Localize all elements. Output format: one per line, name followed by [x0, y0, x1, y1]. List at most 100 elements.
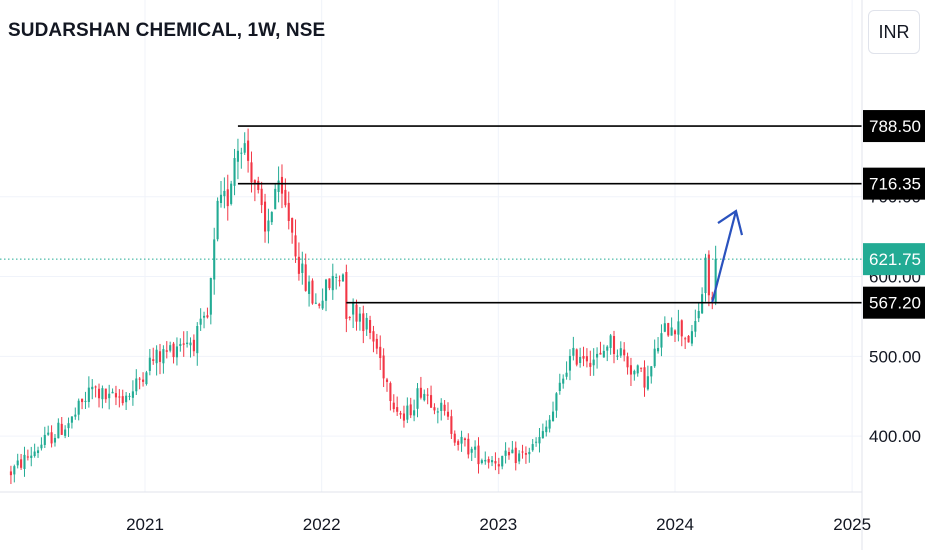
candle-body[interactable]	[457, 441, 460, 445]
candle-body[interactable]	[602, 350, 605, 358]
candle-body[interactable]	[196, 326, 199, 354]
candle-body[interactable]	[331, 275, 334, 291]
candle-body[interactable]	[91, 386, 94, 390]
candle-body[interactable]	[555, 393, 558, 411]
candle-body[interactable]	[470, 448, 473, 453]
candle-body[interactable]	[684, 338, 687, 340]
candle-body[interactable]	[318, 304, 321, 306]
candle-body[interactable]	[514, 447, 517, 464]
candle-body[interactable]	[474, 446, 477, 450]
candle-body[interactable]	[335, 277, 338, 279]
candle-body[interactable]	[379, 346, 382, 359]
candle-body[interactable]	[253, 180, 256, 184]
candle-body[interactable]	[385, 379, 389, 382]
candle-body[interactable]	[172, 343, 175, 358]
candle-body[interactable]	[314, 302, 317, 304]
candle-body[interactable]	[413, 410, 416, 416]
candle-body[interactable]	[497, 464, 500, 467]
candle-body[interactable]	[507, 451, 511, 456]
candle-body[interactable]	[324, 279, 328, 301]
candle-body[interactable]	[365, 317, 368, 330]
candle-body[interactable]	[673, 330, 677, 335]
candle-body[interactable]	[548, 419, 551, 429]
candle-body[interactable]	[518, 453, 521, 462]
candle-body[interactable]	[26, 456, 29, 458]
candle-body[interactable]	[687, 335, 690, 343]
candle-body[interactable]	[226, 189, 229, 207]
candle-body[interactable]	[216, 200, 219, 240]
candle-body[interactable]	[284, 189, 287, 206]
candle-body[interactable]	[274, 188, 277, 210]
candle-body[interactable]	[20, 459, 23, 468]
currency-button[interactable]: INR	[868, 10, 920, 54]
candle-body[interactable]	[524, 453, 527, 455]
candle-body[interactable]	[640, 367, 643, 369]
candle-body[interactable]	[308, 281, 311, 294]
candle-body[interactable]	[138, 378, 141, 380]
candle-body[interactable]	[677, 321, 680, 335]
candle-body[interactable]	[57, 422, 60, 439]
candle-body[interactable]	[179, 343, 182, 347]
candle-body[interactable]	[240, 152, 243, 154]
candle-body[interactable]	[707, 254, 710, 296]
candle-body[interactable]	[277, 180, 280, 193]
candle-body[interactable]	[636, 365, 639, 374]
candle-body[interactable]	[219, 194, 223, 203]
candle-body[interactable]	[382, 355, 385, 379]
candle-body[interactable]	[243, 143, 246, 153]
candle-body[interactable]	[209, 278, 212, 315]
candle-body[interactable]	[77, 400, 80, 415]
candle-body[interactable]	[145, 372, 148, 385]
candle-body[interactable]	[135, 378, 138, 392]
candle-body[interactable]	[389, 383, 392, 402]
candle-body[interactable]	[551, 411, 555, 422]
candle-body[interactable]	[355, 304, 358, 322]
candle-body[interactable]	[67, 423, 70, 429]
candle-body[interactable]	[450, 416, 453, 434]
candle-body[interactable]	[148, 357, 151, 371]
candle-body[interactable]	[535, 441, 538, 443]
candle-body[interactable]	[64, 429, 67, 436]
candle-body[interactable]	[477, 445, 480, 465]
candle-body[interactable]	[291, 218, 294, 233]
projection-arrow-shaft[interactable]	[711, 210, 738, 303]
candle-body[interactable]	[494, 461, 497, 464]
candle-body[interactable]	[416, 388, 419, 409]
candle-body[interactable]	[36, 450, 40, 454]
candle-body[interactable]	[94, 386, 97, 388]
candle-body[interactable]	[406, 405, 409, 420]
candle-body[interactable]	[392, 402, 395, 410]
candle-body[interactable]	[13, 466, 16, 475]
candle-body[interactable]	[223, 190, 226, 197]
candle-body[interactable]	[104, 388, 107, 400]
candle-body[interactable]	[565, 372, 568, 377]
candle-body[interactable]	[612, 336, 616, 355]
candle-body[interactable]	[47, 432, 50, 435]
candle-body[interactable]	[169, 345, 172, 351]
candle-body[interactable]	[341, 274, 345, 282]
candle-body[interactable]	[657, 347, 660, 352]
candle-body[interactable]	[345, 271, 348, 319]
candle-body[interactable]	[294, 235, 297, 257]
candle-body[interactable]	[409, 404, 412, 416]
candle-body[interactable]	[267, 220, 270, 232]
candle-body[interactable]	[582, 356, 585, 359]
candle-body[interactable]	[453, 433, 456, 443]
candle-body[interactable]	[701, 294, 704, 314]
candle-body[interactable]	[70, 416, 73, 423]
candle-body[interactable]	[162, 349, 165, 364]
candle-body[interactable]	[81, 398, 84, 403]
candle-body[interactable]	[189, 342, 192, 346]
candle-body[interactable]	[714, 259, 717, 302]
candle-body[interactable]	[199, 318, 202, 325]
candle-body[interactable]	[609, 335, 612, 348]
candle-body[interactable]	[301, 263, 304, 273]
candle-body[interactable]	[321, 300, 324, 309]
candle-body[interactable]	[694, 321, 697, 332]
candle-body[interactable]	[206, 315, 209, 318]
candle-body[interactable]	[643, 367, 646, 388]
candle-body[interactable]	[399, 413, 402, 415]
candle-body[interactable]	[419, 387, 422, 398]
candle-body[interactable]	[43, 434, 46, 445]
candle-body[interactable]	[504, 450, 507, 456]
